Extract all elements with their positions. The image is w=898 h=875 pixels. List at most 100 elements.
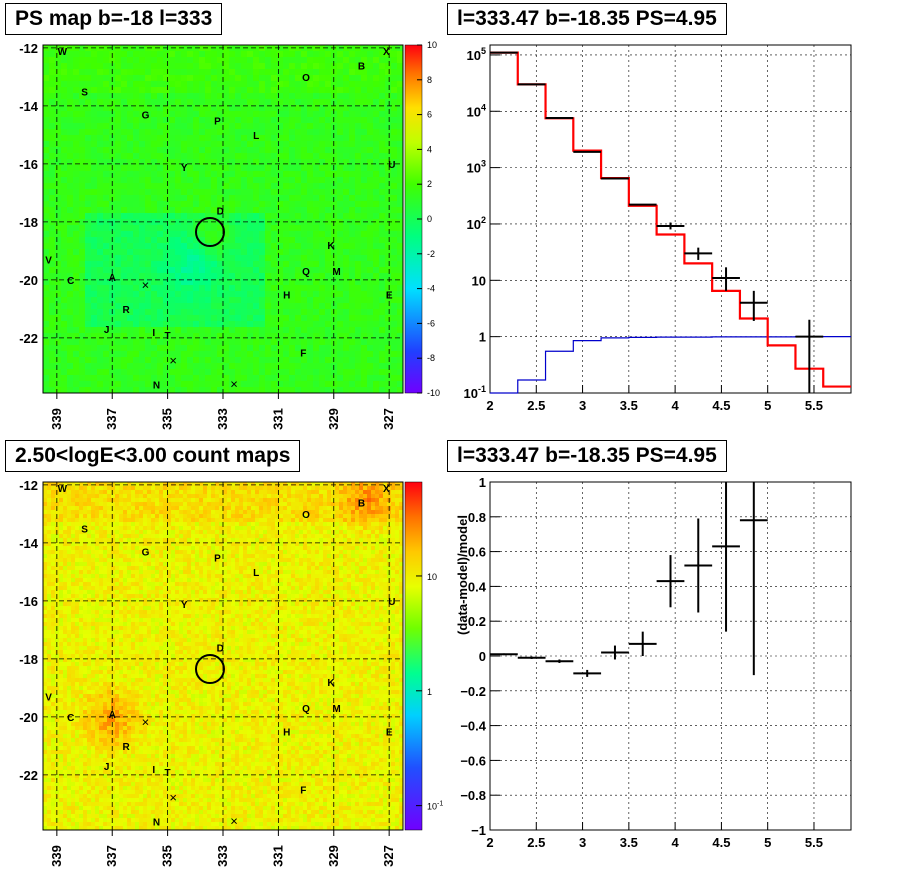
heatmap-cell [55,261,61,267]
heatmap-cell [133,87,139,93]
heatmap-cell [111,518,115,522]
heatmap-cell [151,159,157,165]
heatmap-cell [155,490,159,494]
heatmap-cell [323,486,327,490]
heatmap-cell [211,117,217,123]
heatmap-cell [223,369,229,375]
heatmap-cell [271,514,275,518]
heatmap-cell [347,502,351,506]
heatmap-cell [295,249,301,255]
heatmap-cell [253,363,259,369]
heatmap-cell [391,339,397,345]
heatmap-cell [241,321,247,327]
heatmap-cell [127,207,133,213]
heatmap-cell [205,201,211,207]
heatmap-cell [43,315,49,321]
heatmap-cell [63,526,67,530]
heatmap-cell [337,141,343,147]
heatmap-cell [283,51,289,57]
heatmap-cell [391,165,397,171]
heatmap-cell [319,357,325,363]
heatmap-cell [205,231,211,237]
heatmap-cell [169,159,175,165]
heatmap-cell [175,183,181,189]
heatmap-cell [61,351,67,357]
heatmap-cell [319,237,325,243]
heatmap-cell [241,249,247,255]
heatmap-cell [199,243,205,249]
heatmap-cell [229,387,235,393]
heatmap-cell [181,297,187,303]
heatmap-cell [49,369,55,375]
heatmap-cell [145,147,151,153]
heatmap-cell [127,45,133,51]
heatmap-cell [127,201,133,207]
heatmap-cell [193,123,199,129]
heatmap-cell [375,538,379,542]
heatmap-cell [215,534,219,538]
heatmap-cell [229,135,235,141]
heatmap-cell [87,494,91,498]
heatmap-cell [157,153,163,159]
heatmap-cell [301,249,307,255]
heatmap-cell [85,231,91,237]
heatmap-cell [163,201,169,207]
heatmap-cell [199,498,203,502]
heatmap-cell [169,201,175,207]
heatmap-cell [251,538,255,542]
heatmap-cell [79,303,85,309]
heatmap-cell [175,195,181,201]
heatmap-cell [195,510,199,514]
heatmap-cell [301,141,307,147]
heatmap-cell [123,518,127,522]
heatmap-cell [351,502,355,506]
heatmap-cell [301,171,307,177]
heatmap-cell [55,165,61,171]
heatmap-cell [67,345,73,351]
heatmap-cell [109,297,115,303]
heatmap-cell [337,177,343,183]
heatmap-cell [83,482,87,486]
heatmap-cell [259,387,265,393]
heatmap-cell [181,153,187,159]
heatmap-cell [127,345,133,351]
heatmap-cell [183,506,187,510]
heatmap-cell [121,195,127,201]
heatmap-cell [115,291,121,297]
heatmap-cell [335,518,339,522]
heatmap-cell [397,57,403,63]
heatmap-cell [91,273,97,279]
heatmap-cell [163,339,169,345]
heatmap-cell [151,255,157,261]
heatmap-cell [379,201,385,207]
heatmap-cell [199,183,205,189]
heatmap-cell [211,327,217,333]
heatmap-cell [43,273,49,279]
heatmap-cell [223,123,229,129]
heatmap-cell [123,486,127,490]
heatmap-cell [279,534,283,538]
heatmap-cell [325,375,331,381]
heatmap-cell [133,159,139,165]
heatmap-cell [151,207,157,213]
heatmap-cell [151,45,157,51]
heatmap-cell [151,526,155,530]
heatmap-cell [95,530,99,534]
heatmap-cell [253,387,259,393]
heatmap-cell [43,518,47,522]
heatmap-cell [151,225,157,231]
heatmap-cell [247,363,253,369]
heatmap-cell [299,538,303,542]
heatmap-cell [75,530,79,534]
heatmap-cell [55,303,61,309]
heatmap-cell [85,57,91,63]
heatmap-cell [267,534,271,538]
heatmap-cell [49,339,55,345]
heatmap-cell [255,514,259,518]
heatmap-cell [83,534,87,538]
heatmap-cell [191,506,195,510]
heatmap-cell [367,285,373,291]
heatmap-cell [73,327,79,333]
heatmap-cell [115,363,121,369]
heatmap-cell [379,207,385,213]
